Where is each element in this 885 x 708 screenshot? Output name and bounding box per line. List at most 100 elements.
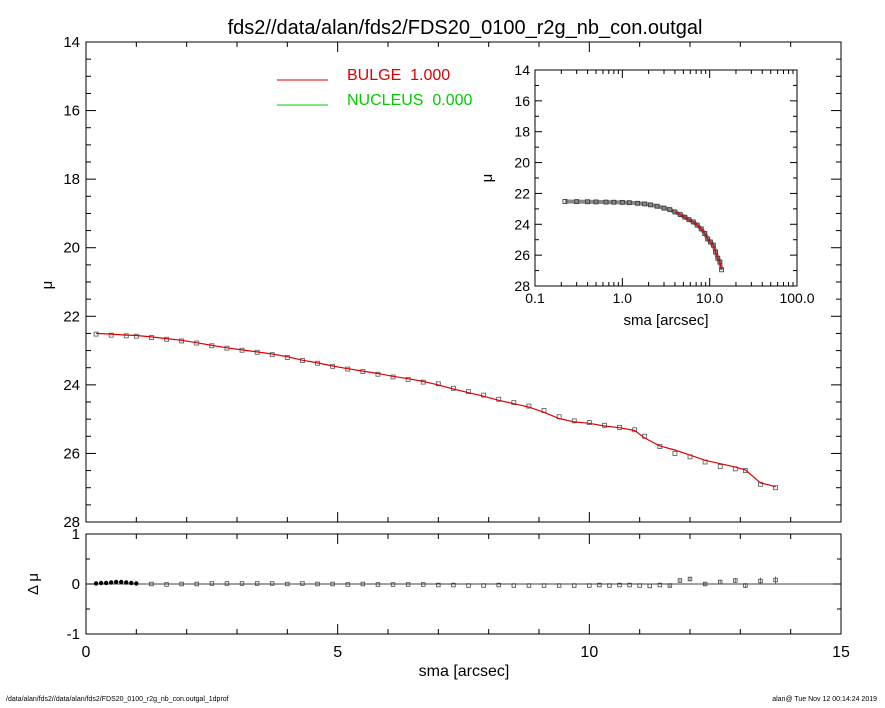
residual-data-point — [607, 583, 612, 588]
main-series — [93, 331, 778, 491]
residual-y-tick-label: 0 — [72, 576, 80, 593]
inset-x-tick-label: 100.0 — [779, 290, 814, 306]
residual-data-point — [526, 583, 532, 588]
main-data-marker — [672, 451, 678, 456]
residual-data-point — [627, 582, 632, 588]
bulge-model-line — [96, 332, 776, 488]
residual-data-point — [390, 582, 396, 587]
main-y-tick-label: 16 — [63, 103, 80, 120]
residual-series — [93, 576, 778, 589]
inset-data-marker — [603, 199, 609, 205]
residual-data-point — [758, 578, 763, 584]
inset-data-marker — [682, 214, 688, 220]
inset-series — [562, 199, 725, 273]
inset-data-marker — [593, 199, 599, 205]
inset-data-marker — [626, 200, 632, 206]
inset-panel: 14 16 18 20 22 24 26 280.1 1.0 10.0 100.0 μ sma [a… — [479, 62, 815, 329]
residual-data-point — [702, 581, 708, 587]
chart-title: fds2//data/alan/fds2/FDS20_0100_r2g_nb_c… — [228, 17, 703, 39]
inset-data-marker — [585, 199, 590, 205]
residual-data-point — [129, 580, 134, 586]
inset-data-marker — [642, 201, 648, 207]
inset-data-marker — [611, 199, 617, 205]
residual-data-point — [119, 579, 124, 585]
inset-y-tick-label: 14 — [514, 62, 530, 78]
residual-data-point — [345, 582, 350, 587]
residual-data-point — [511, 583, 517, 588]
inset-data-marker — [562, 199, 568, 204]
main-data-marker — [123, 333, 129, 339]
inset-y-tick-label: 18 — [514, 124, 530, 140]
main-y-tick-label: 20 — [63, 240, 80, 257]
main-data-marker — [773, 485, 778, 491]
inset-data-marker — [702, 231, 708, 236]
inset-data-marker — [708, 239, 713, 245]
residual-data-point — [108, 580, 114, 585]
residual-data-point — [103, 580, 109, 586]
x-tick-label: 10 — [580, 644, 598, 661]
residual-data-point — [360, 581, 366, 587]
inset-data-marker — [713, 249, 719, 255]
main-y-tick-label: 28 — [63, 514, 80, 531]
legend-bulge-label: BULGE 1.000 — [347, 67, 450, 84]
residual-y-tick-label: -1 — [67, 626, 80, 643]
main-data-marker — [742, 468, 748, 473]
inset-y-label: μ — [479, 174, 496, 183]
residual-data-point — [254, 581, 260, 586]
residual-y-tick-label: 1 — [72, 526, 80, 543]
residual-data-point — [134, 581, 139, 586]
residual-data-point — [541, 583, 547, 588]
residual-data-point — [496, 582, 501, 588]
residual-data-point — [239, 581, 245, 586]
main-data-marker — [717, 464, 723, 469]
inset-data-marker — [661, 205, 667, 211]
x-tick-label: 5 — [333, 644, 342, 661]
legend: BULGE 1.000 NUCLEUS 0.000 — [277, 67, 472, 109]
residual-data-point — [224, 581, 230, 586]
main-y-tick-label: 26 — [63, 445, 80, 462]
main-data-marker — [93, 331, 99, 337]
residual-y-label: Δ μ — [25, 573, 42, 595]
inset-data-marker — [667, 207, 673, 213]
main-y-label: μ — [39, 281, 56, 290]
inset-y-tick-label: 24 — [514, 216, 530, 232]
legend-nucleus-label: NUCLEUS 0.000 — [347, 92, 472, 109]
residual-data-point — [114, 579, 119, 585]
residual-data-point — [270, 581, 275, 586]
inset-data-marker — [574, 199, 580, 205]
residual-data-point — [587, 583, 592, 588]
inset-data-marker — [690, 219, 696, 225]
residual-data-point — [718, 579, 723, 585]
inset-y-tick-label: 22 — [514, 185, 530, 201]
residual-data-point — [421, 582, 426, 587]
inset-data-marker — [672, 209, 678, 215]
residual-data-point — [300, 581, 305, 586]
inset-data-marker — [698, 226, 704, 232]
main-panel: 14 16 18 20 22 24 26 28 μ — [39, 34, 842, 531]
main-y-tick-label: 22 — [63, 308, 80, 325]
residual-data-point — [481, 583, 486, 588]
residual-data-point — [677, 578, 683, 583]
residual-data-point — [315, 581, 320, 587]
inset-x-tick-label: 10.0 — [696, 290, 723, 306]
main-y-tick-label: 18 — [63, 171, 80, 188]
x-tick-label: 0 — [82, 644, 91, 661]
residual-data-point — [164, 582, 169, 587]
residual-data-point — [179, 581, 184, 587]
inset-y-tick-label: 16 — [514, 93, 530, 109]
inset-y-tick-label: 26 — [514, 247, 530, 263]
x-axis-label: sma [arcsec] — [419, 663, 510, 680]
residual-data-point — [209, 581, 215, 586]
residual-data-point — [285, 581, 290, 587]
x-tick-label: 15 — [832, 644, 850, 661]
inset-data-marker — [654, 203, 660, 209]
residual-data-point — [617, 582, 622, 588]
main-y-axis: 14 16 18 20 22 24 26 28 — [63, 34, 842, 531]
residual-data-point — [657, 582, 662, 588]
inset-data-marker — [710, 242, 716, 248]
residual-data-point — [149, 581, 154, 587]
residual-data-point — [556, 583, 562, 588]
inset-data-marker — [635, 200, 641, 206]
residual-data-point — [466, 583, 471, 588]
main-data-marker — [108, 332, 114, 338]
